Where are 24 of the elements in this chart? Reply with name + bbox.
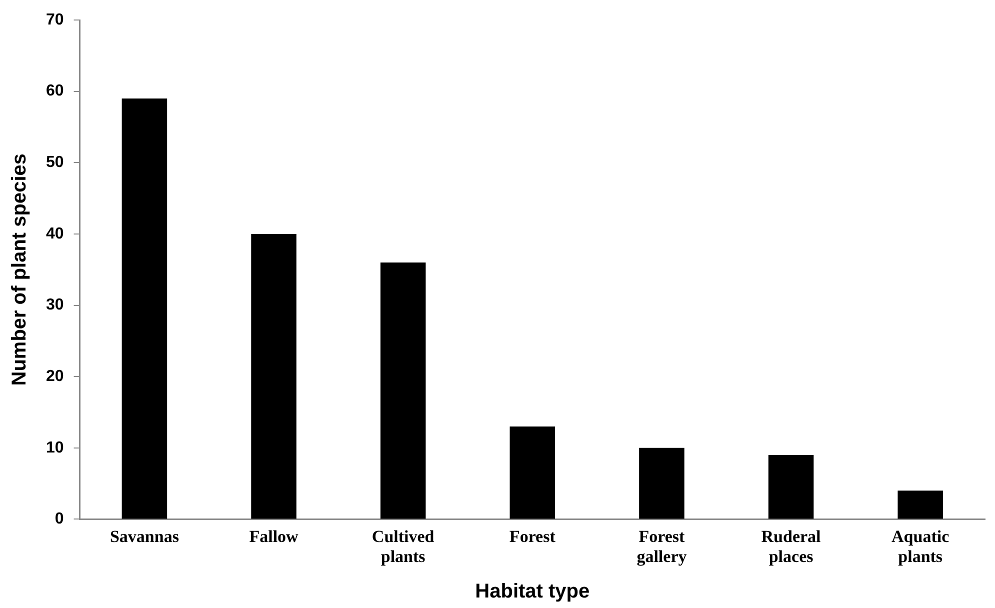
x-axis-title: Habitat type [475,580,590,603]
y-tick-label: 0 [54,510,64,528]
y-tick-label: 50 [46,154,64,172]
x-tick-label: Cultived plants [372,526,435,566]
bar [380,262,426,519]
x-tick-label: Fallow [249,526,300,546]
bar [122,98,168,519]
y-tick-label: 70 [46,11,64,28]
bar [898,490,943,519]
x-tick-label: Forest gallery [636,526,688,566]
x-tick-label: Aquatic plants [892,526,950,566]
y-tick-label: 60 [46,82,64,100]
y-tick-label: 20 [46,368,64,385]
bar [639,448,684,519]
x-tick-label: Forest [509,526,556,546]
bar [768,455,814,519]
x-tick-label: Ruderal places [761,526,822,566]
y-axis-title: Number of plant species [8,153,31,386]
bar [510,426,556,519]
y-tick-label: 30 [46,296,64,314]
y-tick-label: 10 [46,439,64,456]
bar [251,234,296,519]
y-tick-label: 40 [46,225,64,242]
x-tick-label: Savannas [110,526,180,546]
